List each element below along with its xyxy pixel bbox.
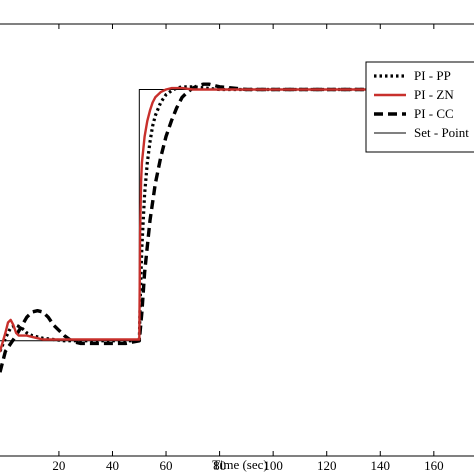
- x-tick-label: 120: [317, 458, 337, 473]
- x-tick-label: 140: [371, 458, 391, 473]
- x-tick-label: 160: [424, 458, 444, 473]
- x-axis-label: Time (sec): [212, 457, 268, 472]
- plot-frame: [0, 23, 474, 457]
- legend-label: Set - Point: [414, 125, 469, 140]
- x-axis-ticks: 20 40 60 80 100 120 140 160: [52, 24, 444, 473]
- series-line-pi-cc: [0, 82, 474, 373]
- x-tick-label: 80: [213, 458, 226, 473]
- x-tick-label: 60: [160, 458, 173, 473]
- legend-label: PI - CC: [414, 106, 454, 121]
- legend-box: [365, 61, 474, 153]
- series-layer: [0, 82, 474, 373]
- legend: PI - PP PI - ZN PI - CC Set - Point: [365, 61, 474, 153]
- series-line-pi-pp: [0, 85, 474, 352]
- x-tick-label: 20: [52, 458, 65, 473]
- x-tick-label: 40: [106, 458, 119, 473]
- legend-label: PI - PP: [414, 68, 451, 83]
- legend-label: PI - ZN: [414, 87, 454, 102]
- x-tick-label: 100: [263, 458, 283, 473]
- series-line-pi-zn: [0, 86, 474, 353]
